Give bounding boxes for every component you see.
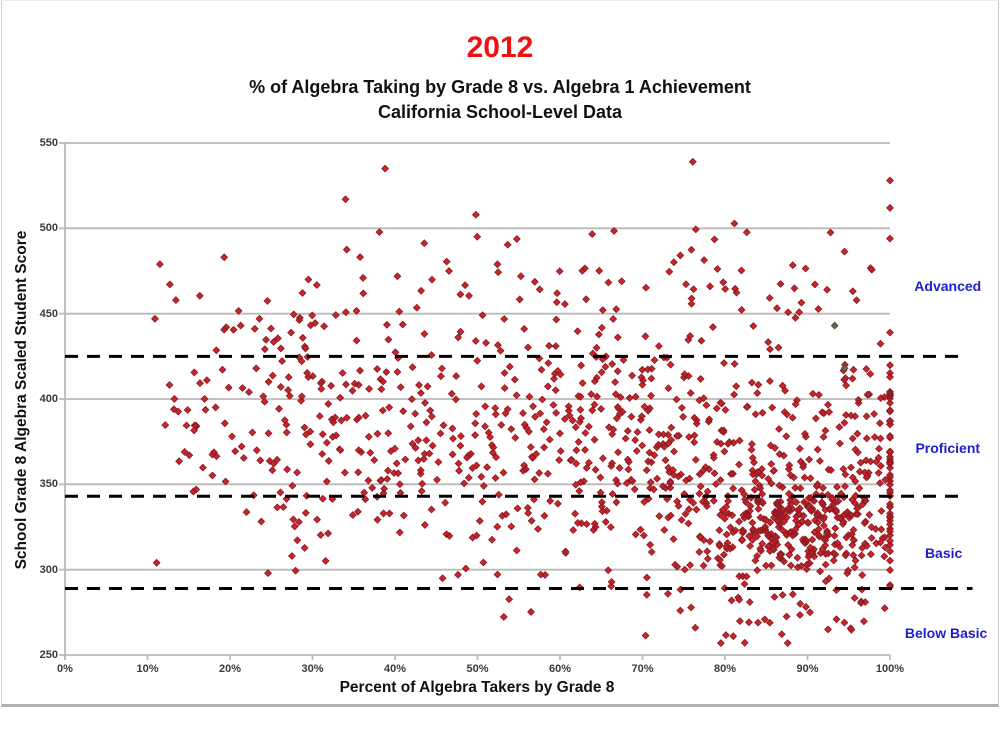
x-tick-label: 80% (713, 663, 737, 675)
y-tick-label: 300 (39, 563, 58, 576)
x-tick-label: 0% (57, 663, 73, 675)
band-label-below-basic: Below Basic (904, 624, 988, 641)
gridlines (59, 142, 891, 660)
y-tick-label: 500 (39, 222, 58, 235)
y-tick-label: 400 (39, 393, 58, 405)
y-tick-label: 250 (39, 649, 58, 661)
year-title: 2012 (466, 31, 534, 64)
x-tick-label: 20% (218, 663, 242, 675)
y-tick-label: 550 (39, 137, 58, 149)
x-tick-label: 40% (383, 663, 407, 675)
cutoff-dashed-lines (65, 354, 973, 590)
x-tick-label: 90% (796, 663, 819, 675)
y-tick-label: 350 (39, 478, 58, 491)
chart-title-line2: California School-Level Data (377, 102, 623, 122)
x-axis-title: Percent of Algebra Takers by Grade 8 (339, 679, 615, 696)
x-tick-label: 100% (875, 663, 905, 675)
secondary-scatter-points (830, 321, 849, 373)
x-tick-label: 50% (466, 663, 489, 675)
band-label-advanced: Advanced (914, 278, 982, 295)
y-tick-label: 450 (39, 307, 58, 320)
band-label-proficient: Proficient (915, 440, 981, 457)
y-axis-title: School Grade 8 Algebra Scaled Student Sc… (13, 230, 30, 570)
chart-title-line1: % of Algebra Taking by Grade 8 vs. Algeb… (249, 77, 751, 97)
x-tick-label: 70% (631, 663, 654, 675)
scatter-points (150, 157, 894, 648)
band-label-basic: Basic (924, 544, 963, 561)
x-tick-label: 30% (301, 663, 324, 675)
x-tick-label: 60% (548, 663, 572, 675)
x-tick-label: 10% (136, 663, 159, 675)
